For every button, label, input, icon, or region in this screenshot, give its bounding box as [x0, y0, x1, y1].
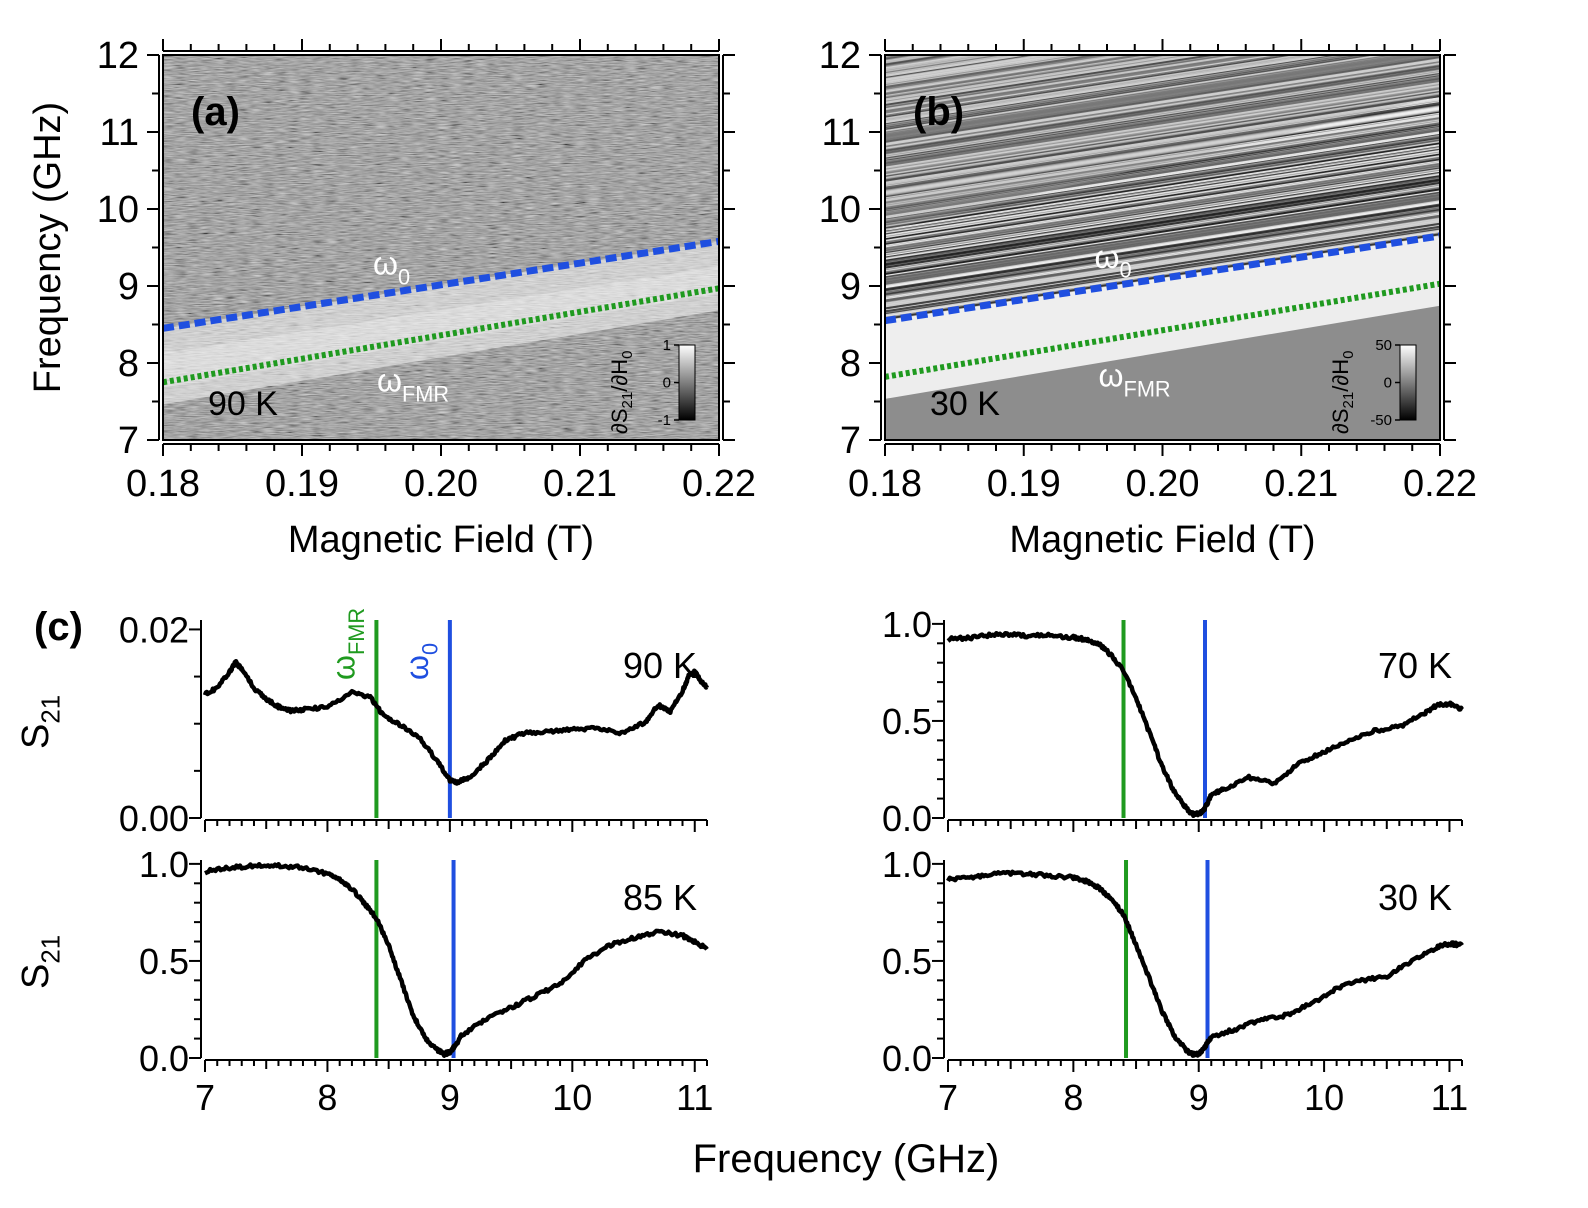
- heatmap-image-a: [163, 55, 719, 440]
- temperature-label-a: 90 K: [208, 385, 278, 423]
- temperature-label-c1: 90 K: [623, 645, 697, 686]
- temperature-label-c2: 70 K: [1378, 645, 1452, 686]
- colorbar-b: [1399, 344, 1417, 421]
- y-axis-label-c1: S21: [15, 695, 65, 749]
- colorbar-tick-label-a: 1: [663, 337, 671, 354]
- y-tick-label-a: 7: [118, 420, 139, 462]
- x-axis-label-b: Magnetic Field (T): [1009, 519, 1315, 561]
- plot-frame-a: [162, 54, 720, 441]
- heatmap-stripes: [885, 55, 1440, 322]
- heatmap-stripe-fade: [885, 55, 1440, 231]
- y-tick-label-b: 9: [840, 266, 861, 308]
- plot-frame-b: [884, 54, 1441, 441]
- x-tick-label-c4: 10: [1304, 1077, 1344, 1118]
- s21-curve-c4: [946, 869, 1464, 1058]
- y-tick-label-c4: 1.0: [882, 844, 932, 885]
- y-tick-label-a: 12: [97, 35, 139, 77]
- y-tick-label-c3: 0.0: [139, 1038, 189, 1079]
- panel-label-a: (a): [191, 90, 240, 134]
- panel-c-70k-plot: 0.0 0.5 1.0 70 K: [882, 604, 1464, 839]
- y-tick-label-c1: 0.02: [119, 609, 189, 650]
- x-tick-label-c3: 9: [440, 1077, 460, 1118]
- s21-curve-c1: [202, 658, 710, 786]
- colorbar-tick-label-b: 50: [1375, 337, 1392, 354]
- y-tick-label-c2: 0.5: [882, 701, 932, 742]
- y-tick-label-c4: 0.5: [882, 941, 932, 982]
- y-tick-label-c2: 0.0: [882, 798, 932, 839]
- omega0-marker-label-c1: ω0: [399, 643, 443, 680]
- x-tick-label-c4: 7: [938, 1077, 958, 1118]
- y-tick-label-a: 9: [118, 266, 139, 308]
- x-tick-label-b: 0.21: [1264, 463, 1338, 505]
- y-tick-label-c4: 0.0: [882, 1038, 932, 1079]
- omega0-line-b: [884, 232, 1441, 325]
- omega-fmr-label-b: ωFMR: [1099, 358, 1171, 402]
- x-tick-label-b: 0.19: [987, 463, 1061, 505]
- omega-fmr-marker-label-c1: ωFMR: [325, 608, 369, 680]
- y-tick-label-a: 10: [97, 189, 139, 231]
- y-tick-label-b: 10: [819, 189, 861, 231]
- x-tick-label-c3: 7: [195, 1077, 215, 1118]
- x-tick-label-a: 0.18: [126, 463, 200, 505]
- y-tick-label-c3: 1.0: [139, 844, 189, 885]
- panel-c-90k-plot: ωFMR ω0 0.00 0.02 90 K S21 (c): [15, 605, 710, 839]
- bottom-x-axis-label: Frequency (GHz): [693, 1137, 1000, 1181]
- omega0-label-a: ω0: [373, 246, 410, 290]
- colorbar-label-a: ∂S21/∂H0: [607, 351, 636, 434]
- y-axis-label-c3: S21: [15, 935, 65, 989]
- colorbar-a: [678, 344, 696, 421]
- y-axis-label-a: Frequency (GHz): [27, 102, 69, 393]
- y-tick-label-c1: 0.00: [119, 798, 189, 839]
- x-tick-label-c3: 8: [317, 1077, 337, 1118]
- y-tick-label-a: 8: [118, 343, 139, 385]
- panel-b-heatmap: ω0 ωFMR 0.18 0.19 0.20 0.21 0.22 7 8 9 10 11 12 Magne…: [819, 35, 1477, 561]
- panel-label-b: (b): [913, 90, 964, 134]
- x-tick-label-c4: 9: [1189, 1077, 1209, 1118]
- y-tick-label-b: 8: [840, 343, 861, 385]
- omega-fmr-label-a: ωFMR: [377, 363, 449, 407]
- panel-label-c1: (c): [34, 605, 83, 649]
- omega0-label-b: ω0: [1095, 239, 1132, 283]
- x-axis-label-a: Magnetic Field (T): [288, 519, 594, 561]
- y-tick-label-b: 11: [822, 112, 861, 154]
- y-tick-label-b: 7: [840, 420, 861, 462]
- temperature-label-b: 30 K: [930, 385, 1000, 423]
- x-tick-label-a: 0.19: [265, 463, 339, 505]
- y-tick-label-a: 11: [100, 112, 139, 154]
- y-tick-label-c2: 1.0: [882, 604, 932, 645]
- heatmap-resonance-band: [163, 241, 719, 405]
- x-tick-label-c3: 10: [552, 1077, 592, 1118]
- x-tick-label-c4: 11: [1431, 1077, 1468, 1118]
- x-tick-label-c4: 8: [1063, 1077, 1083, 1118]
- colorbar-tick-label-a: 0: [663, 375, 671, 392]
- colorbar-tick-label-b: -50: [1370, 412, 1392, 429]
- y-tick-label-c3: 0.5: [139, 941, 189, 982]
- heatmap-image-b: [885, 55, 1440, 440]
- x-tick-label-a: 0.21: [543, 463, 617, 505]
- panel-c-30k-plot: 0.0 0.5 1.0 7 8 9 10 11 30 K: [882, 844, 1468, 1118]
- colorbar-tick-label-b: 0: [1384, 375, 1392, 392]
- temperature-label-c4: 30 K: [1378, 877, 1452, 918]
- x-tick-label-a: 0.20: [404, 463, 478, 505]
- omega-fmr-line-a: [162, 285, 720, 386]
- colorbar-label-b: ∂S21/∂H0: [1328, 351, 1357, 434]
- x-tick-label-a: 0.22: [682, 463, 756, 505]
- omega0-line-a: [162, 237, 720, 332]
- y-tick-label-b: 12: [819, 35, 861, 77]
- x-tick-label-c3: 11: [676, 1077, 713, 1118]
- s21-curve-c2: [946, 630, 1464, 819]
- x-tick-label-b: 0.22: [1403, 463, 1477, 505]
- x-tick-label-b: 0.18: [848, 463, 922, 505]
- s21-curve-c3: [204, 861, 709, 1058]
- colorbar-tick-label-a: -1: [658, 412, 671, 429]
- heatmap-resonance-band: [885, 235, 1440, 399]
- omega-fmr-line-b: [884, 280, 1441, 380]
- x-tick-label-b: 0.20: [1126, 463, 1200, 505]
- panel-c-85k-plot: 0.0 0.5 1.0 7 8 9 10 11 85 K S21: [15, 844, 713, 1118]
- temperature-label-c3: 85 K: [623, 877, 697, 918]
